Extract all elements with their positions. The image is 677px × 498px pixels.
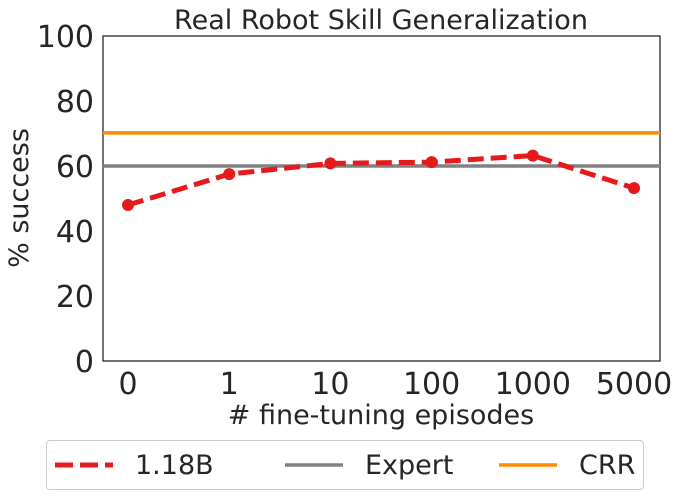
x-axis-label: # fine-tuning episodes	[228, 400, 534, 431]
y-tick-label: 60	[56, 150, 94, 185]
data-point	[628, 182, 640, 195]
legend-label-expert: Expert	[365, 449, 454, 481]
y-tick-label: 40	[56, 215, 94, 250]
x-tick-label: 100	[403, 367, 460, 402]
legend-swatch-gray	[285, 463, 343, 467]
plot-frame	[102, 35, 661, 362]
series-line-path	[127, 153, 635, 208]
legend: 1.18B Expert CRR	[46, 440, 644, 490]
chart-canvas: Real Robot Skill Generalization 0 20 40 60 8…	[4, 5, 672, 431]
x-axis-ticks: 0 1 10 100 1000 5000	[118, 367, 672, 402]
data-point	[324, 157, 337, 170]
x-tick-label: 1000	[495, 367, 571, 402]
y-axis-label: % success	[4, 128, 35, 268]
x-tick-label: 0	[118, 367, 137, 402]
data-point	[526, 149, 539, 162]
y-tick-label: 100	[37, 20, 94, 55]
legend-entry-crr: CRR	[499, 441, 635, 489]
y-tick-label: 80	[56, 85, 94, 120]
data-point	[223, 168, 236, 181]
y-tick-label: 0	[75, 345, 94, 380]
chart-title: Real Robot Skill Generalization	[174, 5, 588, 36]
legend-label-1-18b: 1.18B	[135, 449, 214, 481]
x-tick-label: 10	[311, 367, 349, 402]
y-tick-label: 20	[56, 280, 94, 315]
legend-entry-expert: Expert	[285, 441, 453, 489]
data-point	[425, 156, 438, 169]
x-tick-label: 1	[220, 367, 239, 402]
y-axis-ticks: 0 20 40 60 80 100	[37, 20, 94, 380]
legend-swatch-dashed-red	[55, 462, 113, 468]
series-line-1-18b	[122, 149, 640, 211]
data-point	[122, 199, 134, 211]
legend-label-crr: CRR	[579, 449, 636, 481]
x-tick-label: 5000	[596, 367, 672, 402]
plot-area	[102, 35, 661, 362]
legend-swatch-orange	[499, 463, 557, 467]
legend-entry-1-18b: 1.18B	[55, 441, 214, 489]
